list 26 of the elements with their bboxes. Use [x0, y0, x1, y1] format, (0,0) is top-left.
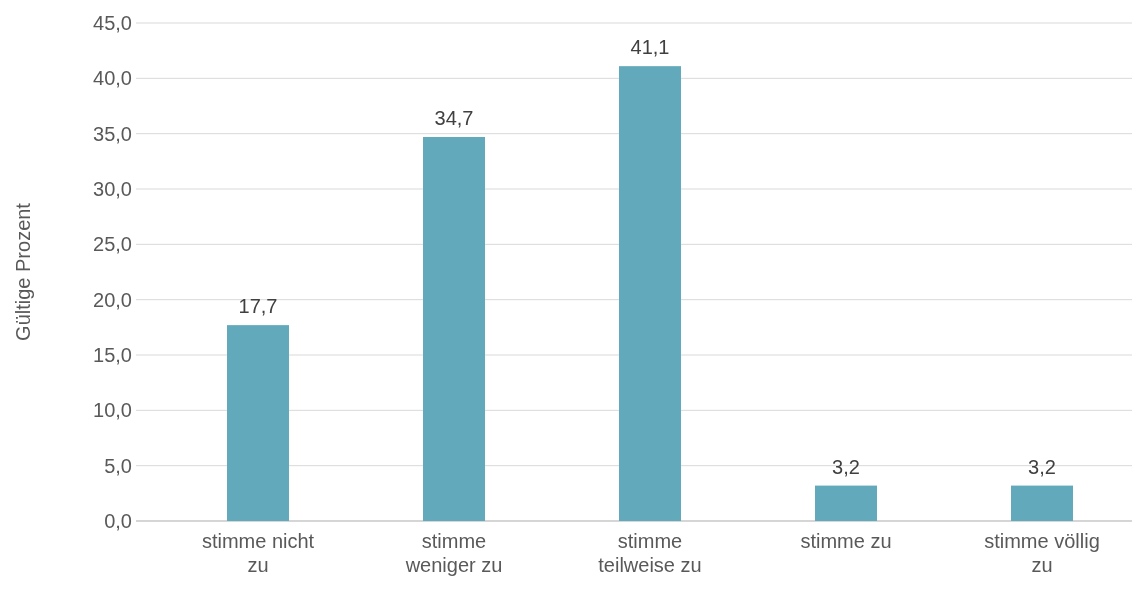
y-tick-label: 10,0 — [93, 399, 132, 422]
y-axis-title: Gültige Prozent — [12, 202, 34, 341]
y-tick-label: 45,0 — [93, 12, 132, 34]
x-tick-label: stimme zu — [800, 530, 892, 552]
x-tick-label: stimme völlig zu — [984, 530, 1100, 576]
data-label: 3,2 — [832, 455, 860, 478]
bar — [1011, 485, 1073, 521]
y-tick-label: 15,0 — [93, 344, 132, 366]
x-tick-label: stimme teilweise zu — [598, 530, 702, 576]
data-label: 34,7 — [434, 106, 474, 129]
data-label: 41,1 — [630, 36, 670, 59]
y-tick-label: 35,0 — [93, 122, 132, 145]
y-tick-label: 25,0 — [93, 233, 132, 256]
bar — [619, 66, 681, 521]
y-tick-label: 0,0 — [104, 510, 132, 532]
bar — [815, 485, 877, 521]
x-tick-label: stimme weniger zu — [404, 530, 503, 576]
y-tick-label: 40,0 — [93, 67, 132, 90]
data-label: 3,2 — [1028, 455, 1056, 478]
x-tick-label: stimme nicht zu — [201, 530, 315, 576]
bar — [227, 325, 289, 521]
y-tick-label: 30,0 — [93, 178, 132, 200]
y-tick-label: 5,0 — [104, 454, 132, 477]
bar — [423, 136, 485, 521]
data-label: 17,7 — [238, 295, 278, 318]
y-tick-label: 20,0 — [93, 288, 132, 311]
